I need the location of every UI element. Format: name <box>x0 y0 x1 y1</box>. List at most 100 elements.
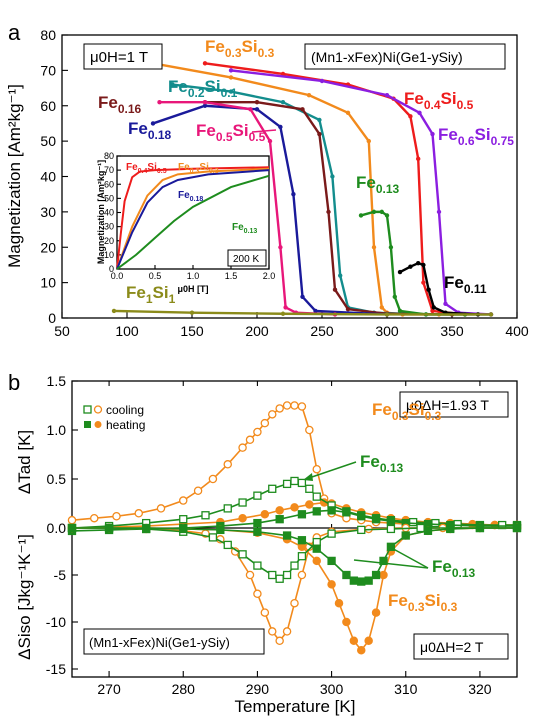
annotation-element: Fe <box>444 273 464 292</box>
panel-b-marker <box>364 636 373 646</box>
annotation-element-2: Si <box>153 283 169 302</box>
annotation-element-2: Si <box>475 125 491 144</box>
panel-b-marker <box>223 540 232 550</box>
formula-box-b <box>83 628 265 655</box>
temp-box <box>227 249 267 267</box>
annotation-subscript: 0.16 <box>118 102 142 116</box>
panel-a-point <box>408 114 413 119</box>
panel-a-point <box>431 305 436 310</box>
panel-b-xtick-label: 290 <box>246 681 270 697</box>
panel-b-marker <box>238 513 247 523</box>
panel-b-xtick-label: 300 <box>320 681 344 697</box>
panel-b-marker <box>253 491 262 500</box>
panel-a-point <box>278 245 283 250</box>
panel-b-marker <box>416 523 425 533</box>
panel-a-point <box>338 273 343 278</box>
panel-b-marker <box>342 570 351 580</box>
annotation-element: Fe <box>168 77 188 96</box>
panel-b-marker <box>297 510 307 519</box>
field-box-b-top <box>399 391 509 418</box>
panel-a-point <box>313 308 318 314</box>
panel-a-point <box>280 71 286 77</box>
panel-a-point <box>319 78 325 84</box>
annotation-arrowhead <box>303 473 313 481</box>
annotation-subscript: 0.13 <box>244 228 258 235</box>
annotation-element: Fe <box>196 121 216 140</box>
panel-b-marker <box>357 525 366 535</box>
panel-b-marker <box>268 570 277 580</box>
panel-a-point <box>248 107 253 112</box>
panel-a-point <box>317 131 322 137</box>
inset-xtick-label: 0.5 <box>149 271 162 281</box>
annotation-label: Fe0.3Si0.3 <box>372 400 442 423</box>
annotation-subscript: 0.3 <box>392 409 409 423</box>
annotation-element: Fe <box>372 400 392 419</box>
panel-b-marker <box>446 524 455 534</box>
panel-a-point <box>397 269 403 275</box>
panel-b-marker <box>312 556 321 566</box>
panel-a-point <box>345 306 351 312</box>
panel-b-marker <box>223 460 232 469</box>
panel-a-point <box>202 100 208 105</box>
annotation-element-2: Si <box>233 121 249 140</box>
panel-label-a: a <box>8 20 21 45</box>
inset-ytick-label: 30 <box>104 222 114 232</box>
panel-a-ytick-label: 40 <box>40 169 56 185</box>
panel-a-point <box>384 213 390 218</box>
panel-b-marker <box>327 580 336 589</box>
annotation-label: Fe0.13 <box>360 452 404 475</box>
panel-b-marker <box>349 576 358 585</box>
panel-b-marker <box>275 636 284 646</box>
panel-a-xtick-label: 350 <box>440 323 464 339</box>
panel-b-marker <box>282 479 292 489</box>
inset-ytick-label: 50 <box>104 193 114 203</box>
panel-b-marker <box>238 550 247 559</box>
annotation-subscript-2: 0.5 <box>249 130 266 144</box>
panel-b-marker <box>356 645 366 655</box>
panel-a-ytick-label: 80 <box>40 27 56 43</box>
panel-a-point <box>170 82 175 87</box>
panel-b-marker <box>282 570 292 580</box>
panel-b-xtick-label: 320 <box>468 681 492 697</box>
annotation-subscript-2: 0.3 <box>425 409 442 423</box>
annotation-element: Fe <box>126 283 146 302</box>
legend-heating-label: heating <box>106 418 145 432</box>
panel-b-marker <box>282 627 292 636</box>
annotation-arrow <box>305 461 357 480</box>
panel-b-marker <box>208 474 218 484</box>
panel-b-marker <box>305 500 314 509</box>
panel-a-point <box>280 311 286 316</box>
panel-b-series-line <box>72 527 517 643</box>
panel-b-marker <box>312 464 321 474</box>
panel-b-top-ytick-label: 1.5 <box>47 373 67 389</box>
panel-b-marker <box>475 523 485 533</box>
panel-b-marker <box>327 556 336 566</box>
annotation-element: Fe <box>404 89 424 108</box>
annotation-element: Fe <box>360 452 380 471</box>
panel-a-point <box>326 209 331 215</box>
panel-a-point <box>371 245 377 250</box>
panel-b-chart: 270 280 290 300 310 320 0.0 0.5 1.0 1.5 -5 -10 -15 Δ… <box>15 373 522 716</box>
legend-heating-circle <box>94 421 102 428</box>
annotation-element-2: Si <box>425 591 441 610</box>
panel-b-marker <box>112 511 121 521</box>
panel-b-marker <box>134 509 143 518</box>
annotation-element-2: Si <box>242 37 258 56</box>
annotation-subscript: 0.3 <box>190 168 200 175</box>
panel-a-point <box>345 110 351 116</box>
panel-b-marker <box>431 518 440 528</box>
panel-a-ytick-label: 30 <box>40 204 56 220</box>
panel-a-point <box>189 310 195 315</box>
panel-a-point <box>267 138 273 144</box>
panel-a-point <box>300 294 305 299</box>
panel-a-point <box>379 305 384 310</box>
panel-b-marker <box>260 418 270 428</box>
panel-b-marker <box>253 561 262 570</box>
panel-b-marker <box>223 504 232 513</box>
panel-a-point <box>488 312 494 317</box>
inset-series-line <box>116 167 270 270</box>
panel-a-point <box>300 107 305 112</box>
annotation-subscript: 0.3 <box>408 600 425 614</box>
